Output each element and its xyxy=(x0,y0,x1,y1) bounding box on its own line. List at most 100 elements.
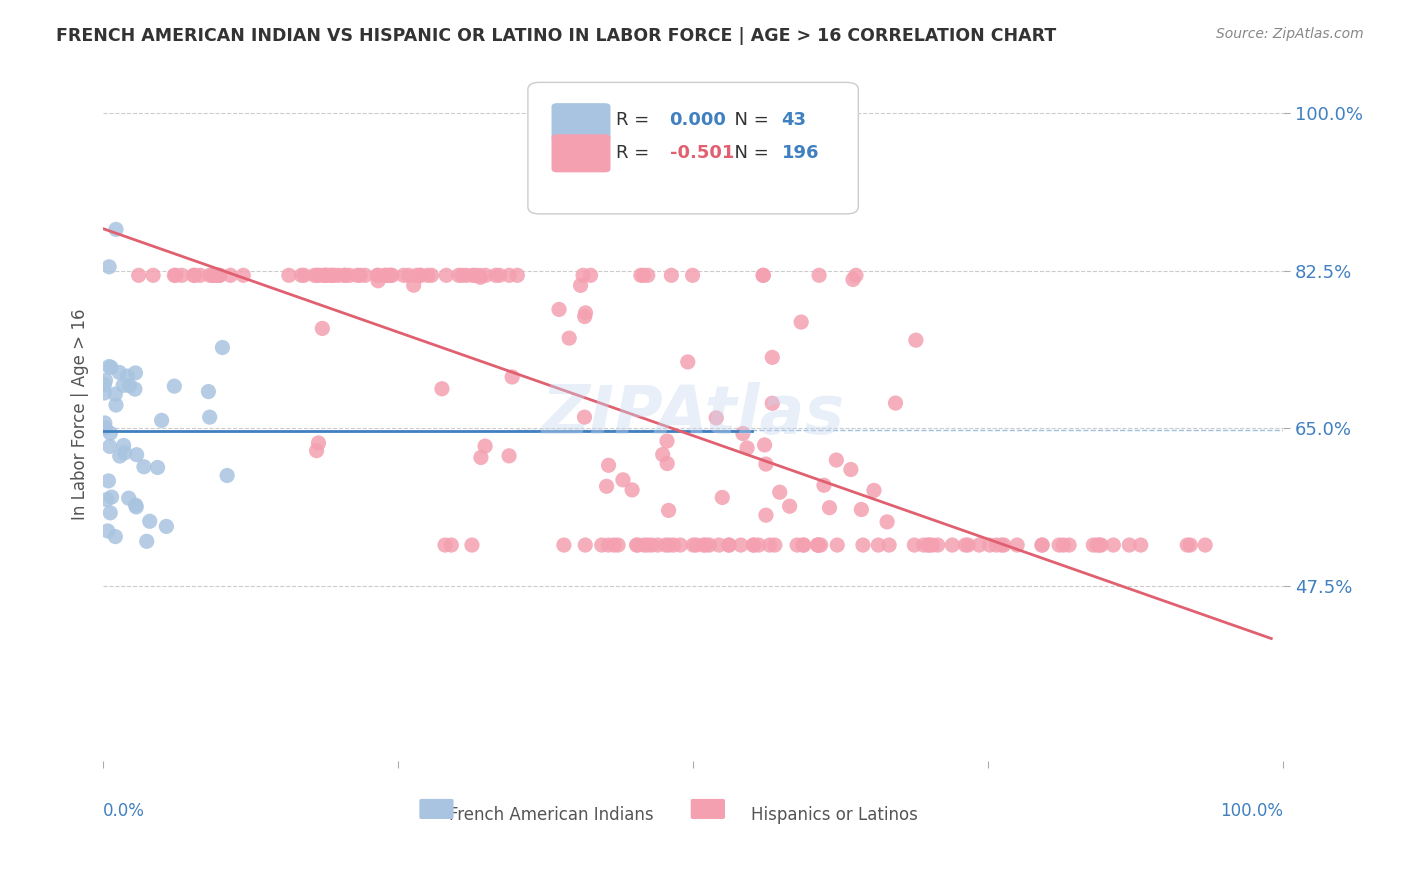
Hispanics or Latinos xyxy=(607,538,630,552)
Hispanics or Latinos xyxy=(852,538,875,552)
Hispanics or Latinos xyxy=(730,538,752,552)
Hispanics or Latinos xyxy=(183,268,205,283)
Text: 196: 196 xyxy=(782,144,820,162)
Hispanics or Latinos xyxy=(321,268,343,283)
Hispanics or Latinos xyxy=(655,434,678,448)
Hispanics or Latinos xyxy=(662,538,685,552)
Hispanics or Latinos xyxy=(793,538,815,552)
Hispanics or Latinos xyxy=(470,270,492,285)
Hispanics or Latinos xyxy=(779,500,801,514)
Hispanics or Latinos xyxy=(754,438,776,452)
Hispanics or Latinos xyxy=(758,538,780,552)
French American Indians xyxy=(139,514,162,528)
Hispanics or Latinos xyxy=(207,268,229,283)
French American Indians xyxy=(100,360,122,375)
Hispanics or Latinos xyxy=(434,268,457,283)
Hispanics or Latinos xyxy=(699,538,721,552)
French American Indians xyxy=(118,491,141,506)
Hispanics or Latinos xyxy=(704,410,727,425)
French American Indians xyxy=(124,366,146,380)
French American Indians xyxy=(96,492,118,507)
Hispanics or Latinos xyxy=(1031,538,1053,552)
Hispanics or Latinos xyxy=(416,268,439,283)
Hispanics or Latinos xyxy=(314,268,336,283)
French American Indians xyxy=(100,490,122,504)
Hispanics or Latinos xyxy=(354,268,377,283)
French American Indians xyxy=(118,378,141,392)
FancyBboxPatch shape xyxy=(551,103,610,141)
Hispanics or Latinos xyxy=(717,538,740,552)
French American Indians xyxy=(97,524,120,538)
Hispanics or Latinos xyxy=(941,538,963,552)
Text: N =: N = xyxy=(723,112,775,129)
Hispanics or Latinos xyxy=(845,268,868,283)
FancyBboxPatch shape xyxy=(551,135,610,172)
Hispanics or Latinos xyxy=(392,268,415,283)
Hispanics or Latinos xyxy=(219,268,242,283)
French American Indians xyxy=(124,382,146,396)
Hispanics or Latinos xyxy=(201,268,224,283)
Hispanics or Latinos xyxy=(661,268,683,283)
Hispanics or Latinos xyxy=(1005,538,1028,552)
French American Indians xyxy=(114,446,136,460)
Hispanics or Latinos xyxy=(818,500,841,515)
Hispanics or Latinos xyxy=(456,268,478,283)
Hispanics or Latinos xyxy=(603,538,626,552)
Text: R =: R = xyxy=(616,144,655,162)
Hispanics or Latinos xyxy=(903,538,925,552)
Hispanics or Latinos xyxy=(409,268,432,283)
Hispanics or Latinos xyxy=(474,439,496,453)
Hispanics or Latinos xyxy=(918,538,941,552)
French American Indians xyxy=(150,413,173,427)
French American Indians xyxy=(94,421,117,435)
Hispanics or Latinos xyxy=(1088,538,1111,552)
Hispanics or Latinos xyxy=(676,355,699,369)
Hispanics or Latinos xyxy=(755,508,778,523)
French American Indians xyxy=(163,379,186,393)
Hispanics or Latinos xyxy=(876,515,898,529)
Hispanics or Latinos xyxy=(1102,538,1125,552)
Hispanics or Latinos xyxy=(198,268,221,283)
French American Indians xyxy=(98,506,121,520)
Hispanics or Latinos xyxy=(378,268,401,283)
Hispanics or Latinos xyxy=(984,538,1007,552)
French American Indians xyxy=(217,468,239,483)
Hispanics or Latinos xyxy=(1083,538,1105,552)
Hispanics or Latinos xyxy=(204,268,226,283)
Hispanics or Latinos xyxy=(305,443,328,458)
French American Indians xyxy=(117,369,139,384)
Hispanics or Latinos xyxy=(128,268,150,283)
FancyBboxPatch shape xyxy=(527,82,858,214)
French American Indians xyxy=(108,449,131,463)
Hispanics or Latinos xyxy=(315,268,337,283)
Hispanics or Latinos xyxy=(752,268,775,283)
Hispanics or Latinos xyxy=(790,315,813,329)
Hispanics or Latinos xyxy=(308,436,330,450)
Hispanics or Latinos xyxy=(657,457,679,471)
Hispanics or Latinos xyxy=(792,538,814,552)
Hispanics or Latinos xyxy=(808,268,831,283)
Hispanics or Latinos xyxy=(501,370,523,384)
Hispanics or Latinos xyxy=(316,268,339,283)
Hispanics or Latinos xyxy=(333,268,356,283)
Hispanics or Latinos xyxy=(637,268,659,283)
Hispanics or Latinos xyxy=(761,351,783,365)
Hispanics or Latinos xyxy=(163,268,186,283)
Hispanics or Latinos xyxy=(498,268,520,283)
Hispanics or Latinos xyxy=(904,333,927,347)
Text: French American Indians: French American Indians xyxy=(449,805,654,824)
Hispanics or Latinos xyxy=(1085,538,1108,552)
Text: N =: N = xyxy=(723,144,775,162)
Hispanics or Latinos xyxy=(290,268,312,283)
Hispanics or Latinos xyxy=(810,538,832,552)
Hispanics or Latinos xyxy=(692,538,714,552)
Hispanics or Latinos xyxy=(485,268,508,283)
Hispanics or Latinos xyxy=(461,538,484,552)
Hispanics or Latinos xyxy=(170,268,193,283)
FancyBboxPatch shape xyxy=(419,799,454,819)
Hispanics or Latinos xyxy=(630,268,652,283)
Hispanics or Latinos xyxy=(967,538,990,552)
French American Indians xyxy=(94,373,117,387)
Hispanics or Latinos xyxy=(595,479,617,493)
Hispanics or Latinos xyxy=(651,448,673,462)
